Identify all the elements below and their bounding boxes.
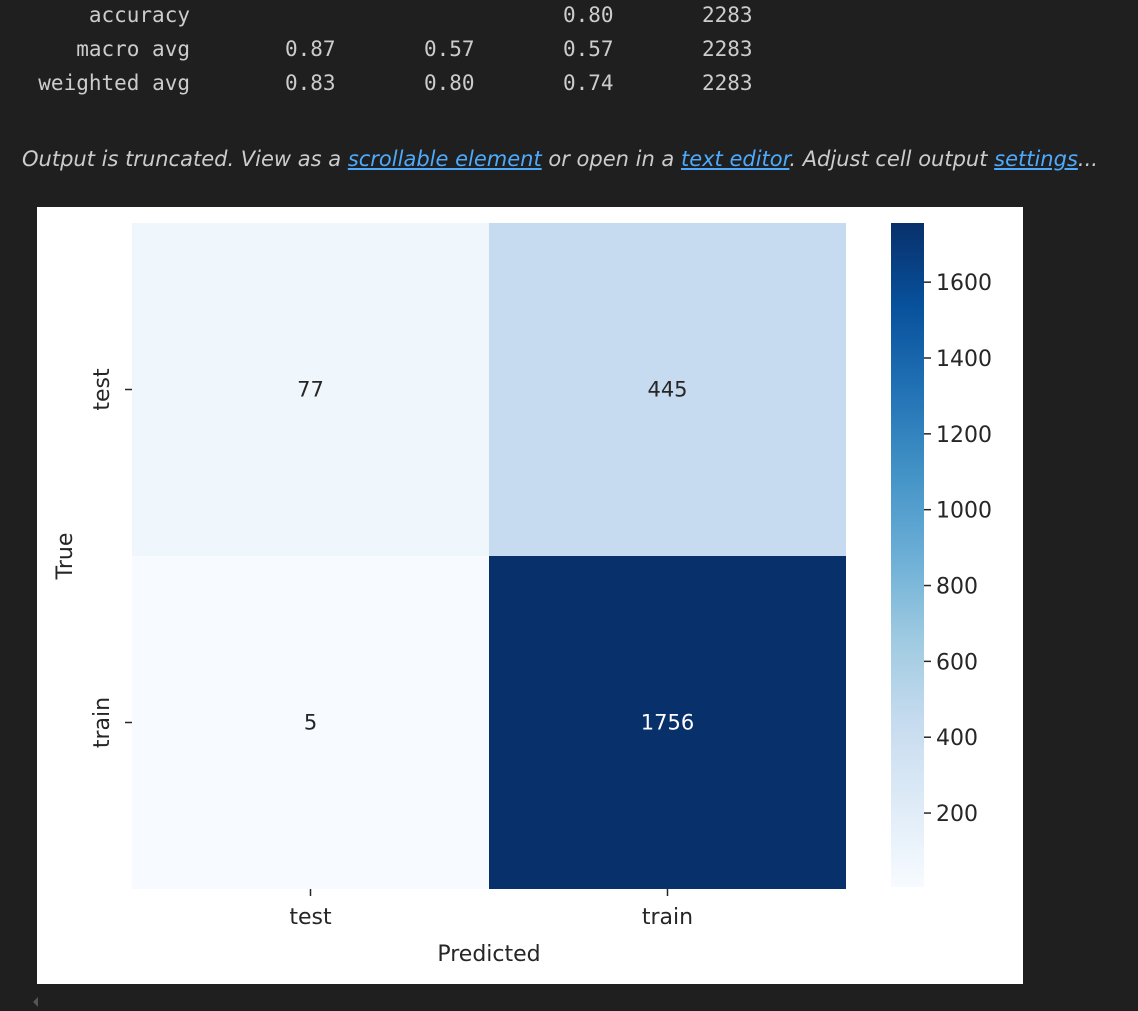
colorbar-tick-label: 1600 [936,271,992,296]
heatmap-cell-train-train [489,556,846,889]
colorbar-tick-label: 1000 [936,499,992,524]
support-value: 2283 [702,71,753,95]
x-axis-label: Predicted [437,942,540,967]
y-tick-label-test: test [90,368,115,411]
cell-value-label: 5 [304,711,317,735]
truncated-text-suffix: ... [1077,147,1098,171]
row-label: weighted avg [38,71,190,95]
colorbar-tick-label: 800 [936,575,978,600]
precision-value: 0.83 [285,71,336,95]
colorbar-tick-label: 400 [936,726,978,751]
report-row-weighted-avg: weighted avg 0.83 0.80 0.74 2283 [0,66,752,100]
truncated-text-after-editor: . Adjust cell output [789,147,995,171]
confusion-matrix-heatmap: 77 445 5 1756 test train test train Predicted Tru… [53,223,992,967]
y-tick-label-train: train [90,697,115,748]
heatmap-cell-train-test [132,556,489,889]
confusion-matrix-figure: 77 445 5 1756 test train test train Predicted Tru… [37,207,1023,984]
f1-value: 0.74 [563,71,614,95]
colorbar-tick-label: 200 [936,802,978,827]
recall-value: 0.80 [424,71,475,95]
f1-value: 0.57 [563,37,614,61]
report-row-macro-avg: macro avg 0.87 0.57 0.57 2283 [0,32,752,66]
x-tick-label-train: train [642,905,693,930]
colorbar-tick-label: 1400 [936,347,992,372]
heatmap-cell-test-test [132,223,489,556]
recall-value: 0.57 [424,37,475,61]
precision-value: 0.87 [285,37,336,61]
text-editor-link[interactable]: text editor [680,147,790,171]
colorbar-tick-label: 600 [936,650,978,675]
scrollable-element-link[interactable]: scrollable element [347,147,542,171]
settings-link[interactable]: settings [994,147,1078,171]
truncated-text-prefix: Output is truncated. View as a [22,147,348,171]
scroll-left-arrow-icon[interactable] [33,997,38,1007]
row-label: accuracy [88,3,190,27]
colorbar [891,223,924,887]
f1-value: 0.80 [563,3,614,27]
colorbar-tick-label: 1200 [936,423,992,448]
truncated-text-middle: or open in a [541,147,681,171]
support-value: 2283 [702,3,753,27]
cell-value-label: 1756 [641,711,694,735]
support-value: 2283 [702,37,753,61]
heatmap-cell-test-train [489,223,846,556]
output-truncated-notice: Output is truncated. View as a scrollabl… [22,140,1098,178]
row-label: macro avg [76,37,190,61]
x-tick-label-test: test [289,905,332,930]
y-axis-label: True [53,533,78,581]
cell-value-label: 77 [297,378,324,402]
cell-value-label: 445 [647,378,687,402]
report-row-accuracy: accuracy 0.80 2283 [0,0,753,32]
